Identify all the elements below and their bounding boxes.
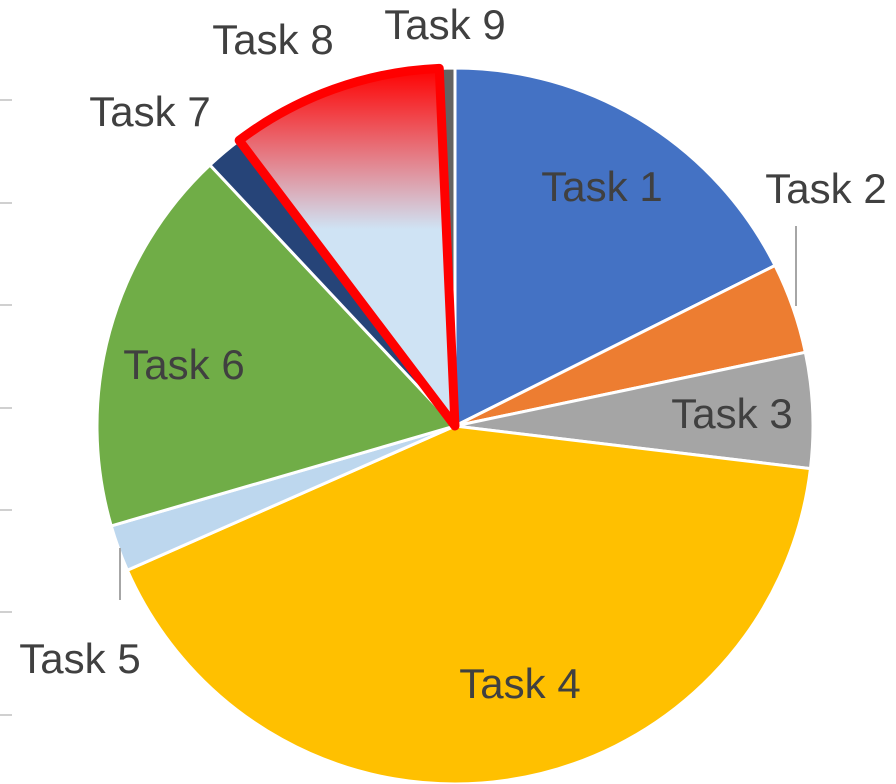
slice-label: Task 2 bbox=[765, 165, 886, 212]
slice bbox=[125, 424, 812, 784]
slice bbox=[234, 63, 460, 431]
slice-label: Task 8 bbox=[212, 16, 333, 63]
slice-label: Task 7 bbox=[89, 88, 210, 135]
labels: Task 1 Task 2 Task 3 Task 4 Task 5 Task 6 Task… bbox=[19, 1, 886, 707]
slice bbox=[453, 66, 777, 428]
slice-label: Task 9 bbox=[384, 1, 505, 48]
slice-label: Task 5 bbox=[19, 635, 140, 682]
axis-remnant bbox=[0, 99, 12, 716]
slice-label: Task 6 bbox=[123, 341, 244, 388]
slice-label: Task 4 bbox=[459, 660, 580, 707]
slice-label: Task 1 bbox=[541, 163, 662, 210]
pie bbox=[95, 63, 815, 784]
slice bbox=[95, 163, 457, 528]
leader-lines bbox=[119, 226, 797, 600]
slice-label: Task 3 bbox=[671, 390, 792, 437]
